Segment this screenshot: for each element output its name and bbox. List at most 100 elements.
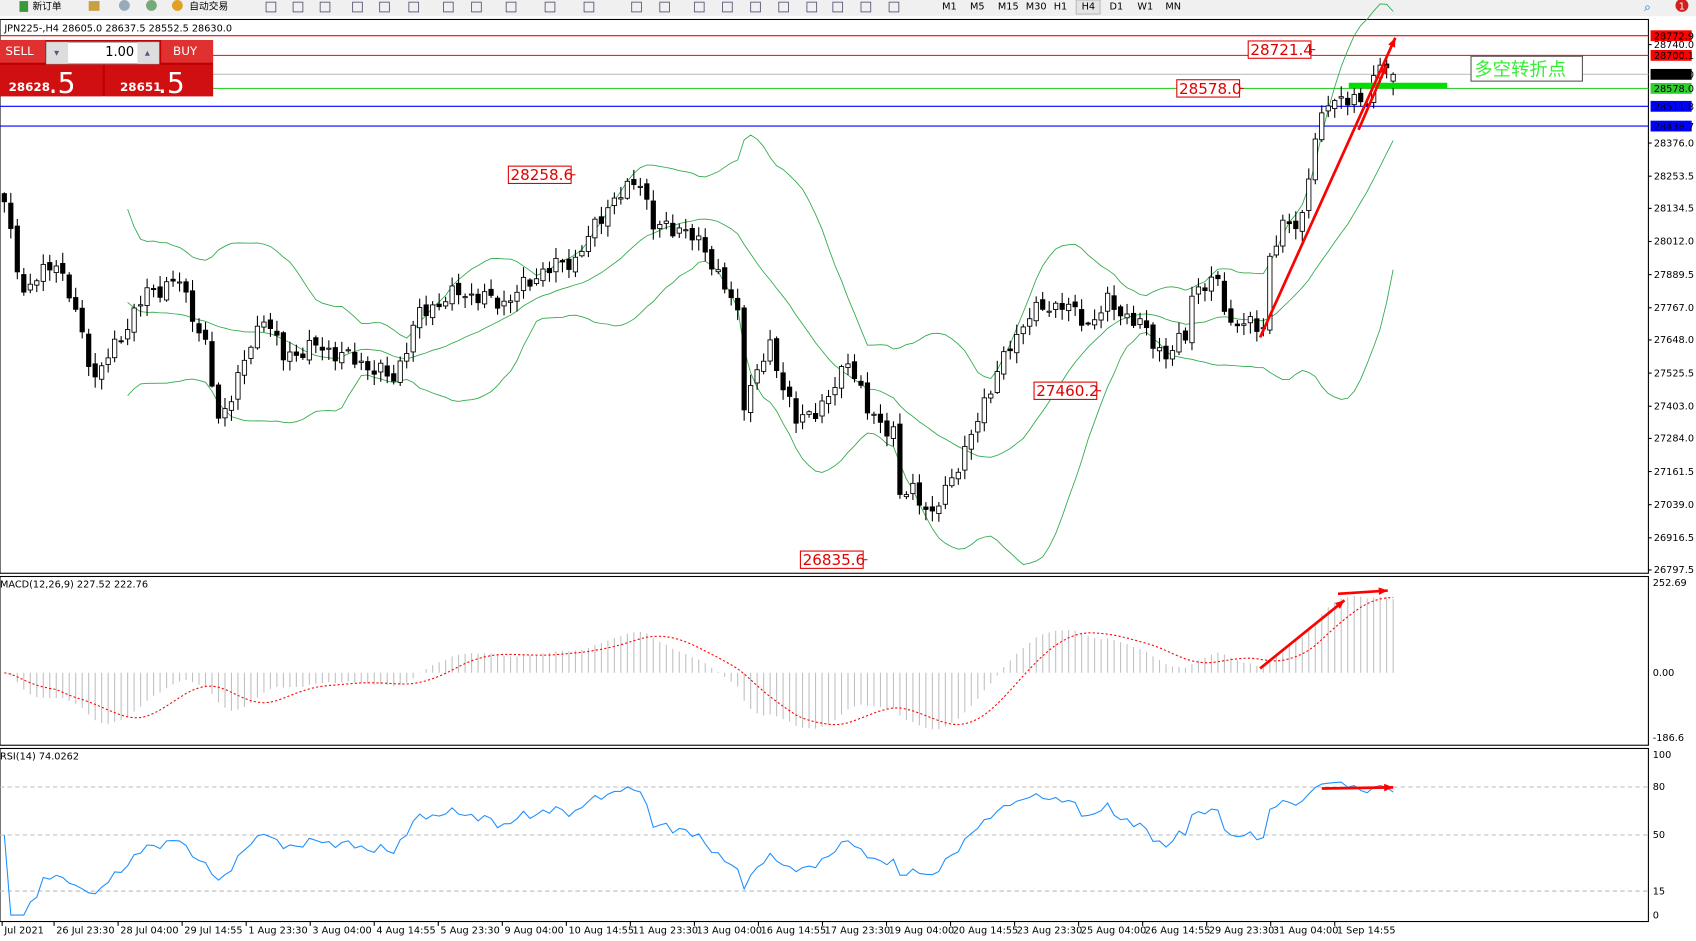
toolbar-tool-icon[interactable]: [832, 1, 844, 13]
volume-decrease-button[interactable]: [46, 42, 69, 64]
timeframe-w1[interactable]: W1: [1137, 2, 1153, 13]
candle: [1208, 266, 1215, 301]
price-label[interactable]: 28258.6: [507, 165, 576, 184]
price-label[interactable]: 28578.0: [1176, 79, 1244, 98]
cloud-icon[interactable]: [118, 0, 130, 11]
candle-body: [105, 357, 111, 365]
candle: [709, 245, 715, 276]
candle-body: [670, 222, 676, 237]
toolbar-tool-icon[interactable]: [319, 1, 331, 13]
candle: [864, 372, 871, 420]
candle: [1273, 235, 1279, 258]
rsi-arrow[interactable]: [1321, 783, 1394, 792]
toolbar-tool-icon[interactable]: [860, 1, 872, 13]
toolbar-tool-icon[interactable]: [722, 1, 733, 13]
toolbar-tool-icon[interactable]: [379, 1, 390, 13]
candle-body: [1040, 299, 1046, 310]
candle-body: [293, 351, 299, 356]
bollinger-lower-band: [127, 260, 1394, 565]
volume-increase-button[interactable]: [137, 42, 159, 64]
toolbar-tool-icon[interactable]: [806, 1, 818, 13]
timeframe-d1[interactable]: D1: [1110, 2, 1124, 13]
candle-body: [462, 296, 468, 299]
candle: [40, 254, 46, 292]
toolbar-tool-icon[interactable]: [778, 1, 789, 13]
timeframe-h1[interactable]: H1: [1054, 2, 1068, 13]
candle-body: [27, 283, 33, 291]
toolbar-tool-icon[interactable]: [583, 1, 595, 13]
rsi-panel[interactable]: [0, 781, 1649, 916]
trend-arrow[interactable]: [1258, 37, 1397, 339]
candle: [267, 312, 274, 337]
pivot-annotation[interactable]: 多空转折点: [1470, 55, 1583, 82]
macd-panel[interactable]: [4, 587, 1394, 730]
macd-arrow[interactable]: [1259, 599, 1346, 670]
volume-input[interactable]: 1.00: [105, 45, 134, 60]
candle: [871, 411, 877, 424]
candle: [53, 260, 59, 283]
search-icon[interactable]: ⌕: [1644, 0, 1651, 14]
volume-stepper[interactable]: ▼ ▲ 1.00: [45, 41, 160, 65]
toolbar-tool-icon[interactable]: [471, 1, 482, 13]
timeframe-m5[interactable]: M5: [970, 2, 985, 13]
toolbar-tool-icon[interactable]: [888, 1, 900, 13]
main-chart[interactable]: 28258.6 28721.4 28578.0 27460.2 26835.6: [0, 3, 1649, 569]
toolbar-tool-icon[interactable]: [408, 1, 420, 13]
notification-badge[interactable]: [1675, 0, 1689, 12]
time-axis-label: 25 Aug 04:00: [1081, 925, 1147, 936]
trend-arrow-secondary[interactable]: [1357, 64, 1388, 131]
timeframe-m1[interactable]: M1: [942, 2, 957, 13]
auto-trading-button[interactable]: 自动交易: [171, 0, 228, 13]
candle: [1156, 337, 1163, 362]
candle-body: [79, 307, 85, 333]
toolbar-tool-icon[interactable]: [265, 1, 277, 13]
price-label[interactable]: 28721.4: [1247, 40, 1316, 59]
timeframe-mn[interactable]: MN: [1165, 2, 1181, 13]
sell-price[interactable]: 28628 .5: [0, 64, 103, 100]
toolbar-tool-icon[interactable]: [750, 1, 761, 13]
macd-label: MACD(12,26,9) 227.52 222.76: [0, 579, 148, 590]
candle: [806, 410, 812, 418]
toolbar-tool-icon[interactable]: [659, 1, 670, 13]
timeframe-m15[interactable]: M15: [998, 2, 1019, 13]
candle-body: [144, 287, 150, 306]
candle-body: [1267, 255, 1273, 331]
candle: [1319, 105, 1325, 143]
candle: [618, 186, 624, 205]
candle: [138, 295, 144, 317]
price-axis-label: 27889.5: [1654, 270, 1694, 281]
buy-price[interactable]: 28651 .5: [104, 64, 214, 100]
toolbar-tool-icon[interactable]: [505, 1, 517, 13]
history-icon[interactable]: [88, 1, 100, 11]
candle-body: [507, 300, 514, 303]
candle-body: [1228, 308, 1234, 323]
toolbar-tool-icon[interactable]: [631, 1, 642, 13]
candle: [774, 336, 780, 379]
toolbar-tool-icon[interactable]: [693, 1, 705, 13]
buy-button[interactable]: BUY: [161, 40, 214, 63]
signal-icon[interactable]: [146, 0, 157, 11]
candle: [1247, 311, 1253, 334]
toolbar-tool-icon[interactable]: [352, 1, 363, 13]
timeframe-h4[interactable]: H4: [1082, 2, 1096, 13]
toolbar-tool-icon[interactable]: [544, 1, 556, 13]
sell-button[interactable]: SELL: [0, 40, 46, 63]
price-label[interactable]: 27460.2: [1033, 381, 1102, 400]
candle-body: [73, 297, 79, 310]
new-order-button[interactable]: 新订单: [19, 0, 62, 13]
toolbar-tool-icon[interactable]: [443, 1, 454, 13]
timeframe-m30[interactable]: M30: [1026, 2, 1047, 13]
price-label[interactable]: 26835.6: [799, 550, 868, 569]
candle-body: [481, 291, 488, 305]
candle-body: [722, 267, 728, 290]
candle-body: [819, 400, 825, 417]
toolbar-tool-icon[interactable]: [292, 1, 304, 13]
candle-body: [1156, 347, 1163, 352]
macd-arrow-flat[interactable]: [1337, 587, 1388, 596]
price-axis-label: 26916.5: [1654, 533, 1694, 544]
candle-body: [903, 494, 910, 498]
candle-body: [1345, 97, 1351, 106]
candle-body: [1312, 138, 1318, 181]
candle-body: [533, 278, 540, 284]
candle-body: [1059, 303, 1065, 310]
